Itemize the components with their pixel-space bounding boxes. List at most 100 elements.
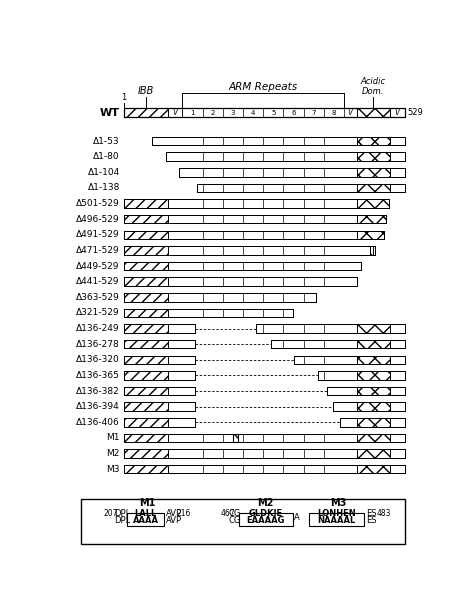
Text: DPL: DPL: [114, 509, 131, 518]
Bar: [124, 108, 168, 117]
Text: Δ136-278: Δ136-278: [76, 339, 120, 349]
Bar: [357, 215, 386, 223]
Text: ARM Repeats: ARM Repeats: [228, 82, 298, 92]
Text: 8: 8: [332, 109, 336, 116]
Text: Δ441-529: Δ441-529: [76, 277, 120, 286]
Bar: [272, 340, 404, 349]
Bar: [333, 402, 404, 411]
Text: 529: 529: [407, 108, 423, 117]
Bar: [124, 465, 404, 474]
Bar: [340, 418, 405, 427]
Bar: [152, 137, 405, 145]
Bar: [357, 108, 390, 117]
Bar: [272, 340, 404, 349]
Bar: [294, 355, 405, 364]
Bar: [327, 387, 405, 395]
Bar: [124, 418, 195, 427]
Bar: [166, 153, 404, 161]
Text: NAAAAL: NAAAAL: [318, 516, 356, 525]
Bar: [357, 168, 390, 177]
Text: DPL: DPL: [114, 516, 131, 525]
Bar: [357, 434, 390, 442]
Bar: [124, 309, 293, 317]
Bar: [124, 340, 195, 349]
Text: Δ136-406: Δ136-406: [76, 418, 120, 427]
Bar: [124, 371, 195, 379]
Bar: [256, 324, 404, 333]
Text: 5: 5: [271, 109, 275, 116]
Text: M1: M1: [139, 498, 155, 509]
Bar: [124, 402, 195, 411]
Bar: [124, 262, 362, 271]
Text: 483: 483: [377, 509, 392, 518]
Bar: [357, 137, 390, 145]
Bar: [357, 324, 390, 333]
Bar: [124, 450, 404, 458]
Bar: [357, 402, 390, 411]
Bar: [124, 277, 168, 286]
Text: 7: 7: [311, 109, 316, 116]
Text: M2: M2: [257, 498, 273, 509]
Bar: [124, 309, 168, 317]
Bar: [179, 168, 404, 177]
Text: 3: 3: [230, 109, 235, 116]
Bar: [124, 262, 362, 271]
Bar: [370, 246, 374, 255]
Bar: [327, 387, 405, 395]
Text: Δ136-382: Δ136-382: [76, 387, 120, 395]
Bar: [124, 465, 168, 474]
Bar: [179, 168, 404, 177]
Text: A: A: [294, 513, 300, 522]
Text: CG: CG: [228, 509, 241, 518]
Bar: [124, 450, 404, 458]
Bar: [318, 371, 404, 379]
Text: 1: 1: [121, 93, 126, 102]
Bar: [197, 184, 404, 192]
Bar: [124, 450, 168, 458]
Text: LALL: LALL: [135, 509, 157, 518]
Text: Δ136-320: Δ136-320: [76, 355, 120, 364]
Bar: [357, 465, 390, 474]
Bar: [124, 262, 168, 271]
Bar: [124, 246, 168, 255]
Bar: [318, 371, 404, 379]
Text: ES: ES: [366, 509, 376, 518]
Bar: [124, 450, 404, 458]
Text: M3: M3: [106, 465, 120, 474]
Text: CG: CG: [228, 516, 241, 525]
Text: 216: 216: [177, 509, 191, 518]
Text: Δ1-138: Δ1-138: [88, 183, 120, 192]
Bar: [124, 324, 195, 333]
Bar: [124, 277, 357, 286]
Text: GLDKIE: GLDKIE: [249, 509, 283, 518]
Bar: [124, 371, 168, 379]
Bar: [357, 153, 390, 161]
Bar: [124, 215, 168, 223]
Bar: [309, 514, 364, 526]
Bar: [124, 434, 168, 442]
Bar: [124, 340, 195, 349]
Bar: [124, 199, 389, 208]
Bar: [124, 465, 404, 474]
Text: V: V: [173, 108, 178, 117]
Text: M1: M1: [106, 434, 120, 442]
Bar: [124, 309, 293, 317]
Bar: [124, 324, 195, 333]
Bar: [370, 246, 374, 255]
Bar: [124, 355, 195, 364]
Bar: [197, 184, 404, 192]
Text: Δ363-529: Δ363-529: [76, 293, 120, 302]
Bar: [357, 418, 390, 427]
Text: 1: 1: [190, 109, 195, 116]
Bar: [124, 340, 168, 349]
Bar: [357, 355, 390, 364]
Text: Δ501-529: Δ501-529: [76, 199, 120, 208]
Bar: [124, 293, 316, 301]
Bar: [340, 418, 405, 427]
Text: 2: 2: [210, 109, 215, 116]
Bar: [357, 184, 390, 192]
Bar: [166, 153, 404, 161]
Text: Δ321-529: Δ321-529: [76, 309, 120, 317]
Bar: [239, 514, 292, 526]
Bar: [124, 277, 357, 286]
